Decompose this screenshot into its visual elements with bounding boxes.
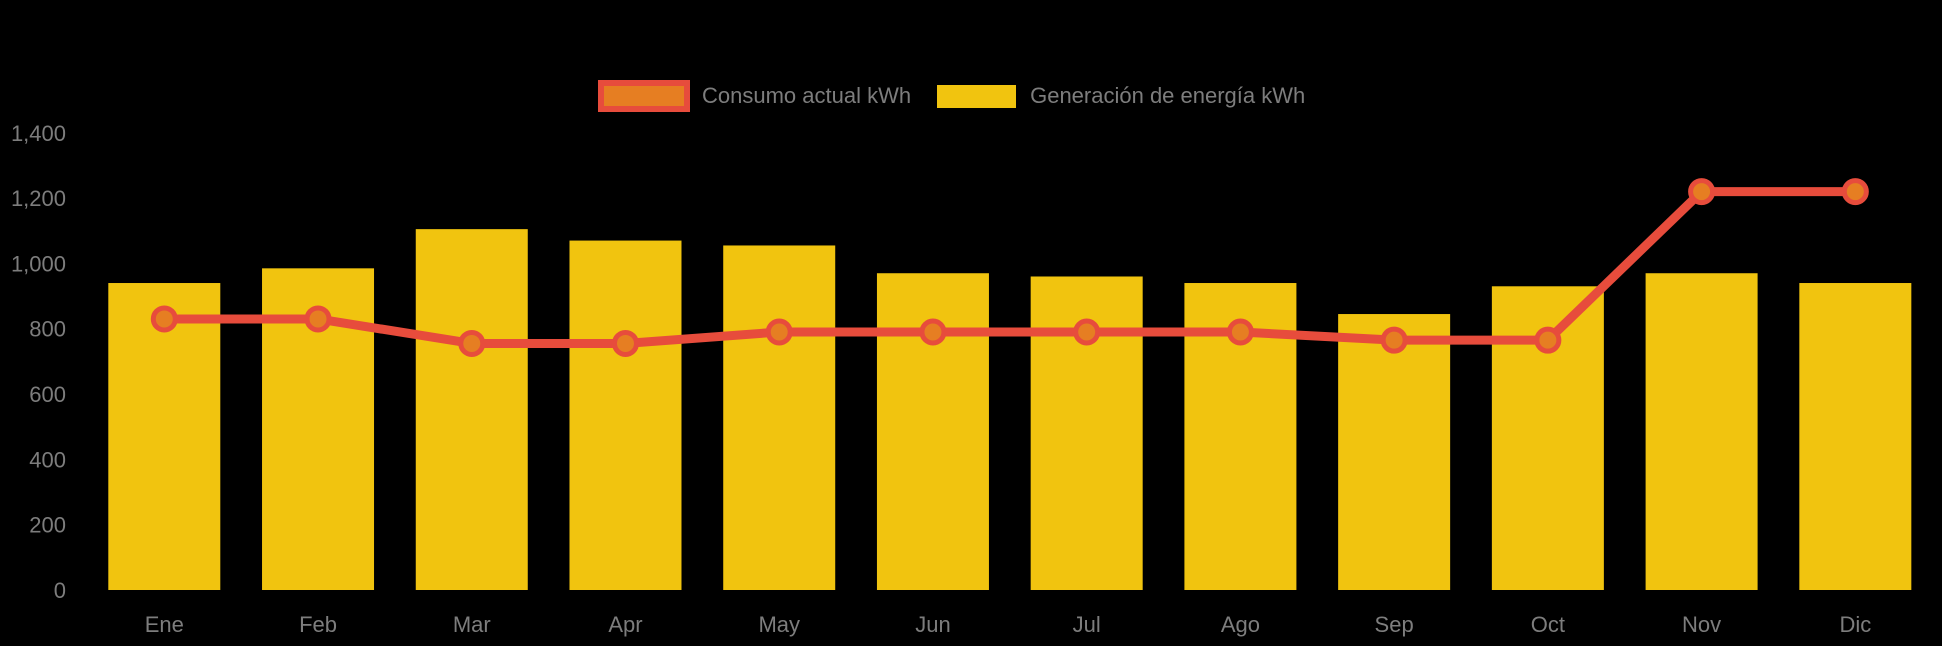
generation-bar[interactable] (569, 240, 682, 590)
consumption-point[interactable] (1226, 318, 1254, 346)
legend-label-generacion: Generación de energía kWh (1030, 83, 1306, 108)
consumption-point[interactable] (1688, 178, 1716, 206)
consumption-point[interactable] (919, 318, 947, 346)
x-tick-label: Nov (1682, 612, 1721, 637)
consumption-point[interactable] (1380, 326, 1408, 354)
y-tick-label: 1,200 (11, 186, 66, 211)
generation-bar[interactable] (723, 245, 836, 590)
y-tick-label: 400 (29, 447, 66, 472)
y-tick-label: 600 (29, 382, 66, 407)
x-tick-label: Dic (1839, 612, 1871, 637)
generation-bar[interactable] (1799, 283, 1912, 590)
legend-item-consumo[interactable]: Consumo actual kWh (598, 80, 911, 112)
y-tick-label: 1,000 (11, 251, 66, 276)
consumption-point[interactable] (765, 318, 793, 346)
x-tick-label: Ago (1221, 612, 1260, 637)
consumption-point[interactable] (304, 305, 332, 333)
x-tick-label: May (758, 612, 800, 637)
consumo-swatch-icon (598, 80, 690, 112)
legend-item-generacion[interactable]: Generación de energía kWh (937, 83, 1305, 109)
generation-bar[interactable] (1338, 314, 1451, 590)
y-tick-label: 0 (54, 578, 66, 603)
x-tick-label: Feb (299, 612, 337, 637)
x-tick-label: Mar (453, 612, 491, 637)
consumption-point[interactable] (1534, 326, 1562, 354)
consumption-point[interactable] (1841, 178, 1869, 206)
chart-legend: Consumo actual kWh Generación de energía… (598, 80, 1305, 112)
legend-label-consumo: Consumo actual kWh (702, 83, 912, 108)
generation-bar[interactable] (108, 283, 221, 590)
consumption-line[interactable] (159, 187, 1860, 348)
x-tick-label: Apr (608, 612, 642, 637)
y-tick-label: 800 (29, 317, 66, 342)
y-tick-label: 200 (29, 513, 66, 538)
x-tick-label: Ene (145, 612, 184, 637)
consumption-point[interactable] (1073, 318, 1101, 346)
generacion-swatch-icon (937, 84, 1017, 108)
x-tick-label: Jun (915, 612, 950, 637)
generation-bar[interactable] (1645, 273, 1758, 590)
x-tick-label: Jul (1073, 612, 1101, 637)
y-tick-label: 1,400 (11, 121, 66, 146)
consumption-point[interactable] (611, 329, 639, 357)
consumption-point[interactable] (458, 329, 486, 357)
x-tick-label: Sep (1375, 612, 1414, 637)
x-tick-label: Oct (1531, 612, 1565, 637)
generation-bar[interactable] (415, 229, 528, 591)
consumption-point[interactable] (150, 305, 178, 333)
